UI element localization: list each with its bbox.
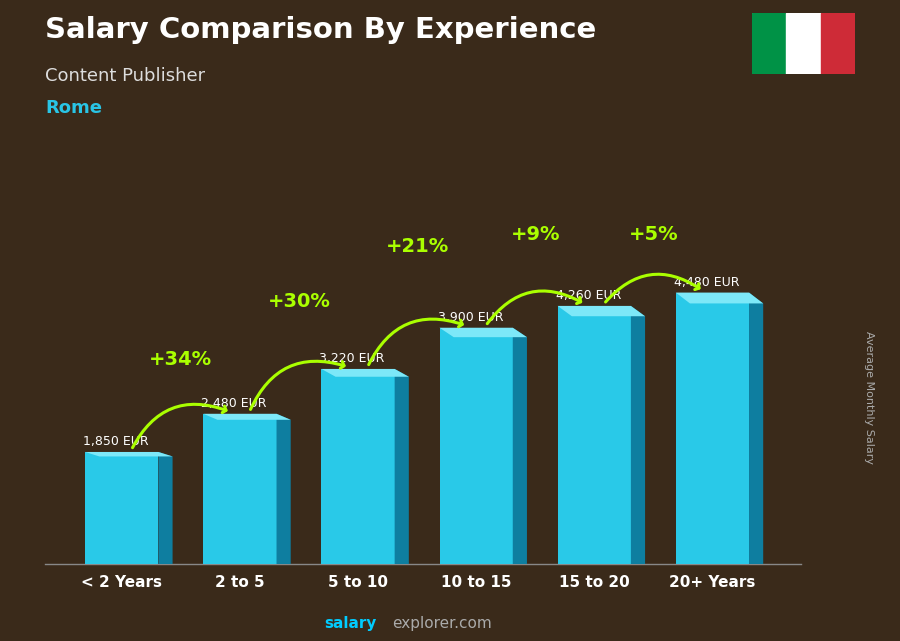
Polygon shape bbox=[276, 414, 291, 564]
Text: explorer.com: explorer.com bbox=[392, 617, 492, 631]
Polygon shape bbox=[558, 306, 645, 316]
Bar bbox=[752, 13, 786, 74]
Text: +21%: +21% bbox=[385, 237, 449, 256]
Text: Rome: Rome bbox=[45, 99, 102, 117]
Text: salary: salary bbox=[324, 617, 376, 631]
Polygon shape bbox=[86, 452, 173, 456]
Text: 4,480 EUR: 4,480 EUR bbox=[674, 276, 739, 289]
Polygon shape bbox=[513, 328, 527, 564]
Bar bbox=[786, 13, 821, 74]
Polygon shape bbox=[631, 306, 645, 564]
Text: +5%: +5% bbox=[628, 226, 679, 244]
Polygon shape bbox=[749, 292, 763, 564]
Polygon shape bbox=[158, 452, 173, 564]
Text: 3,220 EUR: 3,220 EUR bbox=[320, 353, 385, 365]
Polygon shape bbox=[203, 414, 276, 564]
Text: +30%: +30% bbox=[267, 292, 330, 311]
Polygon shape bbox=[321, 369, 395, 564]
Text: Salary Comparison By Experience: Salary Comparison By Experience bbox=[45, 16, 596, 44]
Text: 1,850 EUR: 1,850 EUR bbox=[83, 435, 148, 448]
Bar bbox=[821, 13, 855, 74]
Text: +34%: +34% bbox=[149, 350, 212, 369]
Polygon shape bbox=[395, 369, 409, 564]
Polygon shape bbox=[676, 292, 763, 303]
Text: +9%: +9% bbox=[510, 226, 560, 244]
Text: Content Publisher: Content Publisher bbox=[45, 67, 205, 85]
Polygon shape bbox=[86, 452, 158, 564]
Polygon shape bbox=[558, 306, 631, 564]
Polygon shape bbox=[439, 328, 527, 337]
Text: 3,900 EUR: 3,900 EUR bbox=[437, 311, 503, 324]
Polygon shape bbox=[676, 292, 749, 564]
Text: 2,480 EUR: 2,480 EUR bbox=[202, 397, 266, 410]
Text: 4,260 EUR: 4,260 EUR bbox=[555, 289, 621, 303]
Text: Average Monthly Salary: Average Monthly Salary bbox=[863, 331, 874, 464]
Polygon shape bbox=[439, 328, 513, 564]
Polygon shape bbox=[203, 414, 291, 420]
Polygon shape bbox=[321, 369, 409, 377]
